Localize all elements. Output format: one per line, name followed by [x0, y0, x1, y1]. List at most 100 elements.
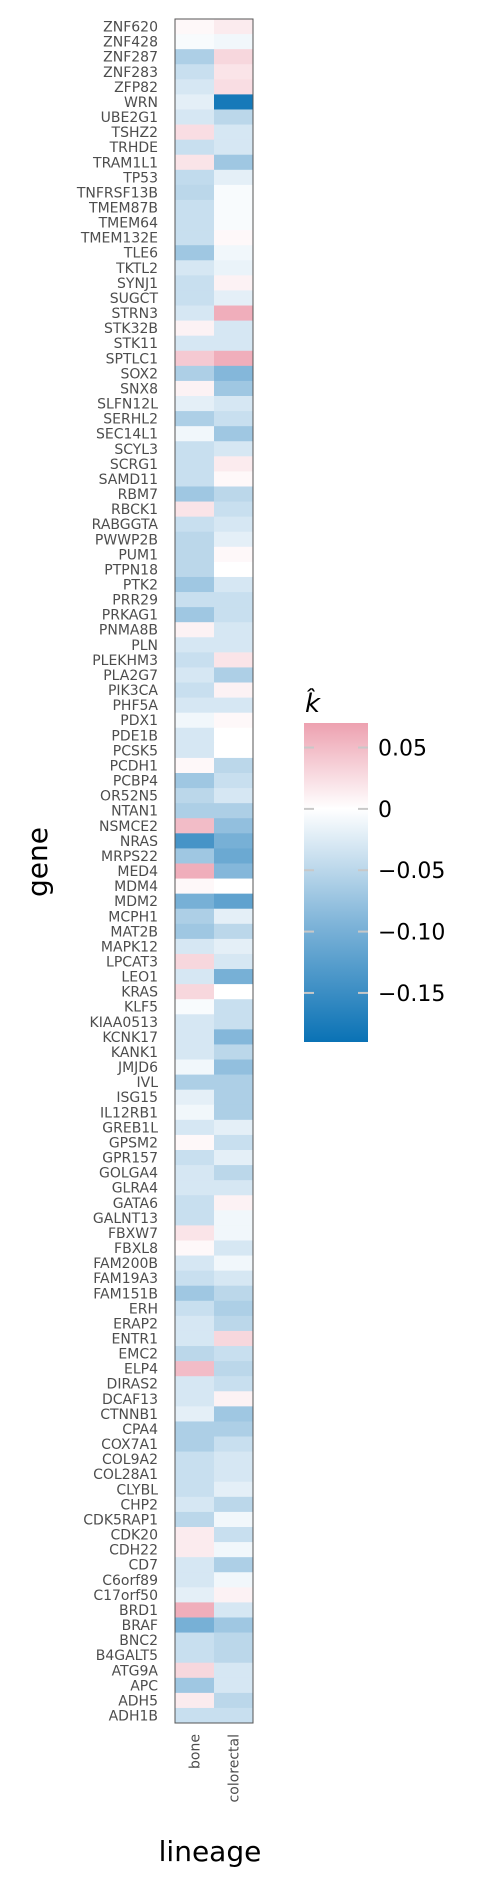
- y-tick-label: RBCK1: [111, 502, 158, 518]
- y-tick-label: TMEM132E: [80, 231, 158, 247]
- heatmap-cell: [214, 1210, 254, 1226]
- y-tick-label: MDM4: [114, 879, 158, 895]
- x-tick-label: bone: [188, 1734, 204, 1769]
- heatmap-cell: [175, 999, 215, 1015]
- y-tick-label: BRAF: [122, 1618, 158, 1634]
- y-tick-label: TLE6: [123, 246, 158, 262]
- heatmap-cell: [175, 169, 215, 186]
- heatmap-cell: [214, 637, 254, 653]
- y-tick-label: GOLGA4: [99, 1166, 158, 1182]
- heatmap-cell: [175, 1270, 215, 1287]
- y-tick-label: COX7A1: [101, 1437, 158, 1453]
- heatmap-cell: [175, 742, 215, 759]
- heatmap-cell: [214, 199, 254, 216]
- heatmap-cell: [175, 305, 215, 321]
- heatmap-cell: [175, 139, 215, 156]
- heatmap-cell: [214, 19, 254, 35]
- y-tick-label: FAM19A3: [93, 1271, 158, 1287]
- heatmap-cell: [175, 1014, 215, 1030]
- y-tick-label: PDE1B: [111, 728, 158, 744]
- heatmap-cell: [214, 652, 254, 668]
- heatmap-cell: [175, 1240, 215, 1256]
- y-tick-label: ATG9A: [112, 1663, 159, 1679]
- heatmap-cell: [214, 1466, 254, 1483]
- y-tick-label: FBXL8: [114, 1241, 158, 1257]
- y-tick-label: COL28A1: [93, 1467, 158, 1483]
- y-tick-label: TSHZ2: [111, 125, 158, 141]
- heatmap-cell: [214, 215, 254, 231]
- y-tick-label: MAT2B: [110, 924, 158, 940]
- heatmap-cell: [175, 19, 215, 35]
- heatmap-cell: [175, 1466, 215, 1483]
- heatmap-cell: [175, 1330, 215, 1347]
- heatmap-cell: [175, 546, 215, 563]
- heatmap-cell: [175, 863, 215, 879]
- y-tick-label: SYNJ1: [117, 276, 158, 292]
- heatmap-cell: [214, 1707, 254, 1724]
- heatmap-cell: [214, 64, 254, 80]
- heatmap-cell: [214, 49, 254, 65]
- heatmap-cell: [175, 757, 215, 774]
- y-tick-label: ERAP2: [113, 1316, 158, 1332]
- x-tick-label: colorectal: [227, 1734, 243, 1802]
- heatmap-cell: [214, 878, 254, 895]
- heatmap-cell: [175, 1150, 215, 1166]
- heatmap-cell: [175, 411, 215, 427]
- heatmap-cell: [214, 622, 254, 638]
- heatmap-cell: [175, 1542, 215, 1558]
- heatmap-cell: [175, 697, 215, 714]
- heatmap-cell: [214, 426, 254, 442]
- y-tick-label: SERHL2: [103, 412, 158, 428]
- heatmap-cell: [214, 1104, 254, 1121]
- y-tick-label: STK32B: [104, 321, 158, 337]
- heatmap-cell: [175, 396, 215, 412]
- y-tick-label: COL9A2: [102, 1452, 158, 1468]
- heatmap-cell: [214, 154, 254, 171]
- y-tick-label: PCSK5: [113, 743, 158, 759]
- y-tick-label: KANK1: [111, 1045, 158, 1061]
- y-tick-label: ZFP82: [114, 80, 158, 96]
- heatmap-cell: [214, 1602, 254, 1618]
- heatmap-cell: [175, 938, 215, 955]
- y-tick-label: TKTL2: [115, 261, 158, 277]
- heatmap-cell: [175, 1300, 215, 1317]
- heatmap-cell: [214, 546, 254, 563]
- heatmap-cell: [214, 984, 254, 1000]
- heatmap-cell: [175, 34, 215, 50]
- heatmap-cell: [175, 576, 215, 593]
- y-tick-label: SAMD11: [99, 472, 158, 488]
- heatmap-cell: [214, 592, 254, 608]
- heatmap-cell: [214, 893, 254, 910]
- y-tick-label: MAPK12: [101, 939, 158, 955]
- y-tick-label: EMC2: [118, 1347, 158, 1363]
- heatmap-cell: [214, 501, 254, 518]
- heatmap-cell: [175, 908, 215, 925]
- heatmap-cell: [175, 818, 215, 834]
- y-tick-label: PLN: [131, 638, 158, 654]
- y-tick-label: PCBP4: [113, 774, 158, 790]
- heatmap-cell: [214, 441, 254, 457]
- y-tick-label: PTPN18: [104, 562, 158, 578]
- heatmap-cell: [214, 139, 254, 156]
- heatmap-cell: [214, 1587, 254, 1603]
- y-tick-label: MCPH1: [108, 909, 158, 925]
- heatmap-cell: [175, 1285, 215, 1302]
- heatmap-cell: [175, 365, 215, 382]
- heatmap-cell: [214, 1119, 254, 1136]
- y-tick-label: ADH1B: [109, 1709, 158, 1725]
- y-tick-label: IL12RB1: [100, 1105, 158, 1121]
- heatmap-cell: [214, 109, 254, 125]
- heatmap-cell: [175, 1662, 215, 1679]
- y-tick-label: ZNF287: [103, 50, 158, 66]
- heatmap-cell: [175, 350, 215, 367]
- y-tick-label: SCYL3: [114, 442, 158, 458]
- y-tick-label: PWWP2B: [95, 532, 158, 548]
- heatmap-cell: [214, 1074, 254, 1091]
- heatmap-cell: [175, 245, 215, 261]
- y-tick-label: KLF5: [124, 1000, 158, 1016]
- heatmap-cell: [214, 350, 254, 367]
- heatmap-cell: [175, 154, 215, 171]
- heatmap-cell: [214, 531, 254, 548]
- heatmap-cell: [175, 667, 215, 683]
- heatmap-cell: [175, 290, 215, 306]
